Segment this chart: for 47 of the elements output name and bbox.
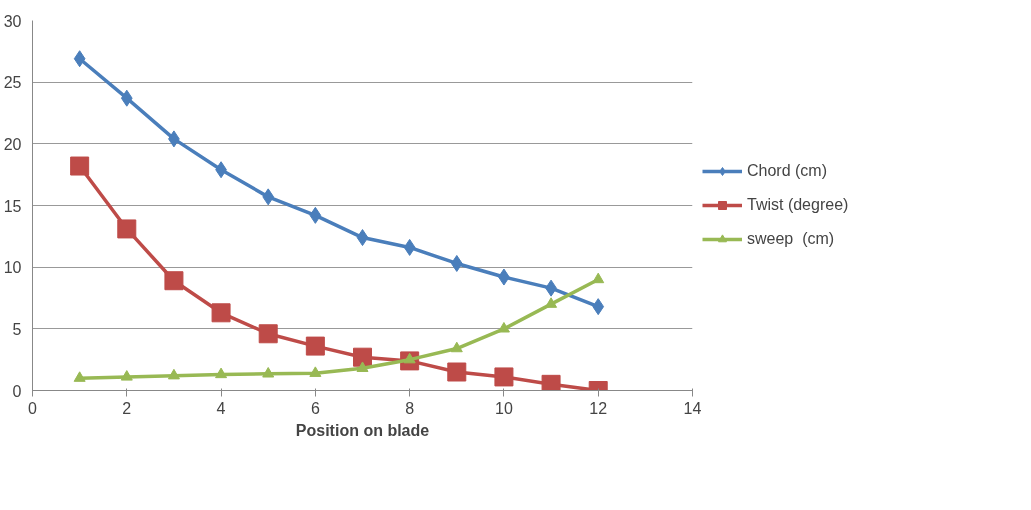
point: [73, 371, 86, 382]
point: [592, 298, 605, 316]
point: [545, 297, 558, 308]
point: [167, 368, 180, 380]
point: [450, 341, 463, 353]
point: [541, 374, 561, 391]
y-tick-label: 15: [3, 197, 22, 215]
y-tick-label: 5: [12, 320, 22, 338]
point: [356, 361, 369, 372]
point: [403, 238, 416, 256]
point: [164, 271, 184, 291]
y-tick-label: 25: [3, 74, 22, 92]
x-tick-label: 4: [216, 399, 226, 417]
x-tick-label: 6: [310, 399, 320, 417]
x-tick-label: 8: [405, 399, 415, 417]
point: [120, 89, 133, 107]
y-tick-label: 20: [3, 135, 22, 153]
point: [309, 206, 322, 224]
point: [120, 370, 133, 381]
y-tick-label: 30: [3, 12, 22, 30]
point: [117, 219, 137, 239]
x-tick-label: 14: [683, 399, 702, 417]
point: [262, 367, 275, 378]
point: [447, 362, 467, 382]
point: [215, 367, 228, 379]
point: [494, 367, 514, 387]
point: [70, 156, 90, 176]
legend-label: Chord (cm): [747, 162, 828, 180]
y-tick-label: 10: [3, 259, 22, 277]
x-tick-label: 10: [495, 399, 513, 417]
point: [262, 188, 275, 206]
x-tick-label: 12: [589, 399, 608, 417]
legend-label: sweep (cm): [747, 230, 835, 248]
point: [73, 50, 86, 68]
x-tick-label: 2: [122, 399, 132, 417]
point: [450, 254, 463, 272]
point: [305, 336, 325, 356]
y-tick-label: 0: [12, 382, 22, 400]
x-tick-label: 0: [28, 399, 38, 417]
point: [258, 324, 278, 344]
point: [356, 229, 369, 247]
point: [592, 272, 605, 284]
point: [211, 303, 231, 323]
point: [353, 347, 372, 367]
point: [309, 366, 322, 377]
x-axis-title: Position on blade: [295, 421, 430, 439]
legend-label: Twist (degree): [747, 196, 849, 214]
